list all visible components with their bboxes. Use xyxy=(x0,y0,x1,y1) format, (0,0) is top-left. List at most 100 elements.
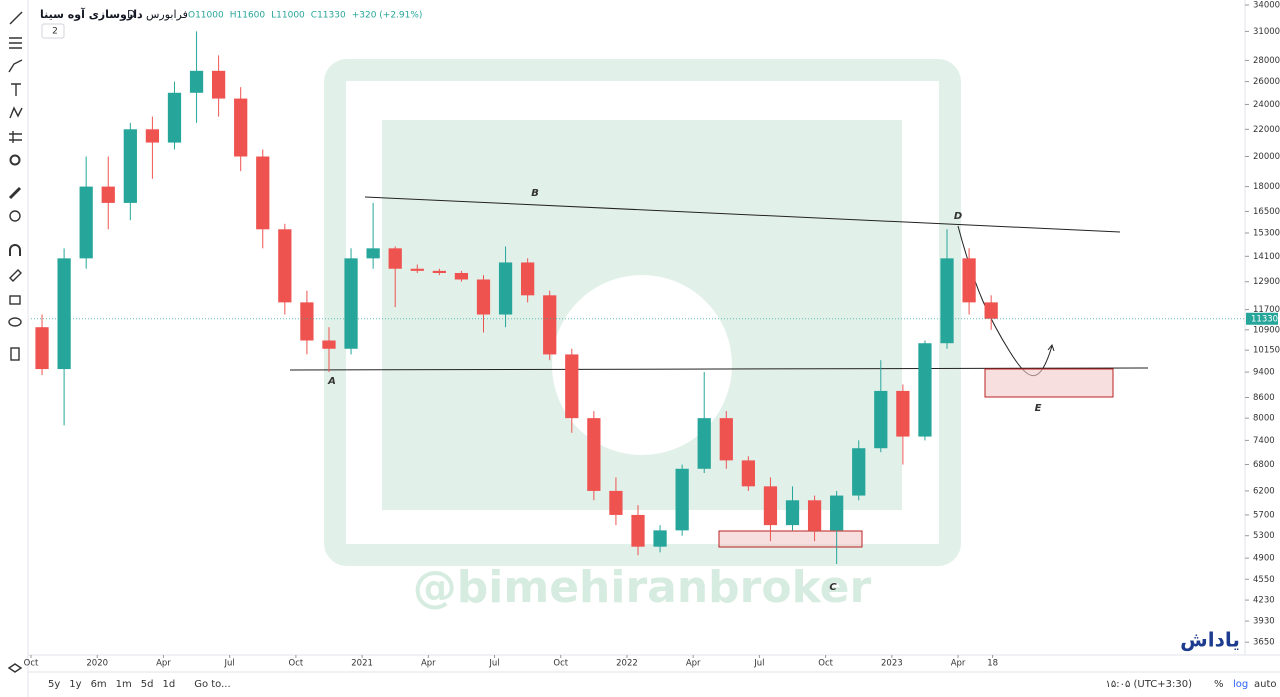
x-tick-label: 2022 xyxy=(616,659,638,669)
x-tick-label: Oct xyxy=(818,659,833,669)
text-tool[interactable] xyxy=(11,83,21,96)
y-tick-label: 5700 xyxy=(1253,510,1275,520)
left-toolbar xyxy=(7,0,29,697)
header: داروسازی آوه سینا D فرابورس 2 xyxy=(40,7,188,39)
zoom-tool[interactable] xyxy=(9,154,21,166)
y-tick-label: 4900 xyxy=(1253,554,1275,564)
y-tick-label: 24000 xyxy=(1253,100,1280,110)
candle-body xyxy=(123,129,137,203)
support-line xyxy=(289,367,1149,371)
candle-body xyxy=(234,98,248,157)
annotation: C xyxy=(829,582,837,593)
candle-body xyxy=(675,468,689,531)
fib-tool[interactable] xyxy=(9,37,22,49)
x-tick-label: Jul xyxy=(753,659,764,669)
range-button[interactable]: 5y xyxy=(48,679,60,690)
candle-body xyxy=(807,500,822,531)
x-tick-label: 2021 xyxy=(351,659,373,669)
ohlc-value: +320 (+2.91%) xyxy=(352,11,423,21)
candle-body xyxy=(322,340,336,349)
prediction-tool[interactable] xyxy=(9,131,22,143)
candle-body xyxy=(874,390,888,449)
y-tick-label: 11700 xyxy=(1253,305,1280,315)
visibility-tool[interactable] xyxy=(8,317,22,327)
candle-body xyxy=(697,418,711,469)
y-tick-label: 12900 xyxy=(1253,277,1280,287)
delete-tool[interactable] xyxy=(10,347,20,361)
candle-body xyxy=(256,156,270,230)
scale-toggle[interactable]: log xyxy=(1233,679,1248,690)
candle-body xyxy=(918,343,932,437)
candle-body xyxy=(454,272,469,280)
draw-mode-tool[interactable] xyxy=(9,269,22,282)
x-tick-label: 18 xyxy=(987,659,998,669)
symbol: داروسازی آوه سینا xyxy=(40,7,143,21)
lock-tool[interactable] xyxy=(9,295,21,305)
indicators-toggle[interactable] xyxy=(41,23,65,39)
range-button[interactable]: 5d xyxy=(141,679,154,690)
candle-body xyxy=(167,92,182,143)
candle-body xyxy=(962,258,976,303)
y-tick-label: 7400 xyxy=(1253,436,1275,446)
range-button[interactable]: 1y xyxy=(69,679,81,690)
y-tick-label: 18000 xyxy=(1253,182,1280,192)
x-tick-label: Jul xyxy=(224,659,235,669)
ohlc-value: O11000 xyxy=(188,11,224,21)
watermark-text: @bimehiranbroker xyxy=(413,562,872,613)
logo: یاداش xyxy=(1180,628,1240,652)
measure-tool[interactable] xyxy=(8,186,22,200)
zoom-in-tool[interactable] xyxy=(9,210,21,222)
support-zone xyxy=(718,530,863,548)
indicator-count: 2 xyxy=(52,27,58,37)
trend-line-tool[interactable] xyxy=(9,11,23,25)
y-tick-label: 15300 xyxy=(1253,228,1280,238)
layers-tool[interactable] xyxy=(7,663,23,673)
y-tick-label: 10900 xyxy=(1253,325,1280,335)
range-button[interactable]: 1d xyxy=(163,679,176,690)
y-tick-label: 28000 xyxy=(1253,56,1280,66)
candle-body xyxy=(35,327,49,370)
goto-button[interactable]: Go to... xyxy=(194,679,230,690)
ohlc-value: C11330 xyxy=(311,11,346,21)
y-tick-label: 4230 xyxy=(1253,596,1275,606)
candle-body xyxy=(366,248,380,259)
x-tick-label: Oct xyxy=(289,659,304,669)
candle-body xyxy=(211,70,226,99)
exchange: فرابورس xyxy=(146,8,188,21)
x-tick-label: Apr xyxy=(951,659,966,669)
candle-body xyxy=(763,486,778,526)
candle-body xyxy=(388,248,402,269)
y-tick-label: 14100 xyxy=(1253,252,1280,262)
y-tick-label: 3930 xyxy=(1253,617,1275,627)
ohlc-row: O11000 H11600 L11000 C11330 +320 (+2.91%) xyxy=(188,11,422,21)
candle-body xyxy=(57,258,71,370)
range-button[interactable]: 1m xyxy=(116,679,132,690)
scale-toggle[interactable]: % xyxy=(1214,679,1224,690)
candle-body xyxy=(498,262,513,315)
x-tick-label: Apr xyxy=(156,659,171,669)
y-tick-label: 5300 xyxy=(1253,531,1275,541)
scale-toggle[interactable]: auto xyxy=(1254,679,1277,690)
y-tick-label: 16500 xyxy=(1253,207,1280,217)
pattern-tool[interactable] xyxy=(9,106,23,119)
watermark-logo xyxy=(324,59,961,566)
x-tick-label: Jul xyxy=(488,659,499,669)
y-tick-label: 26000 xyxy=(1253,77,1280,87)
resistance-line xyxy=(364,196,1121,233)
candle-body xyxy=(79,186,93,259)
candle-body xyxy=(278,229,292,303)
magnet-tool[interactable] xyxy=(9,244,21,256)
annotation: A xyxy=(327,376,336,387)
range-button[interactable]: 6m xyxy=(91,679,107,690)
y-tick-label: 6800 xyxy=(1253,460,1275,470)
y-tick-label: 34000 xyxy=(1253,0,1280,10)
projection-arrow xyxy=(1047,343,1055,352)
clock: ۱۵:۰۵ (UTC+3:30) xyxy=(1106,679,1193,690)
path-tool[interactable] xyxy=(8,59,23,73)
y-tick-label: 8600 xyxy=(1253,393,1275,403)
ohlc-value: H11600 xyxy=(230,11,266,21)
candle-body xyxy=(653,530,667,547)
